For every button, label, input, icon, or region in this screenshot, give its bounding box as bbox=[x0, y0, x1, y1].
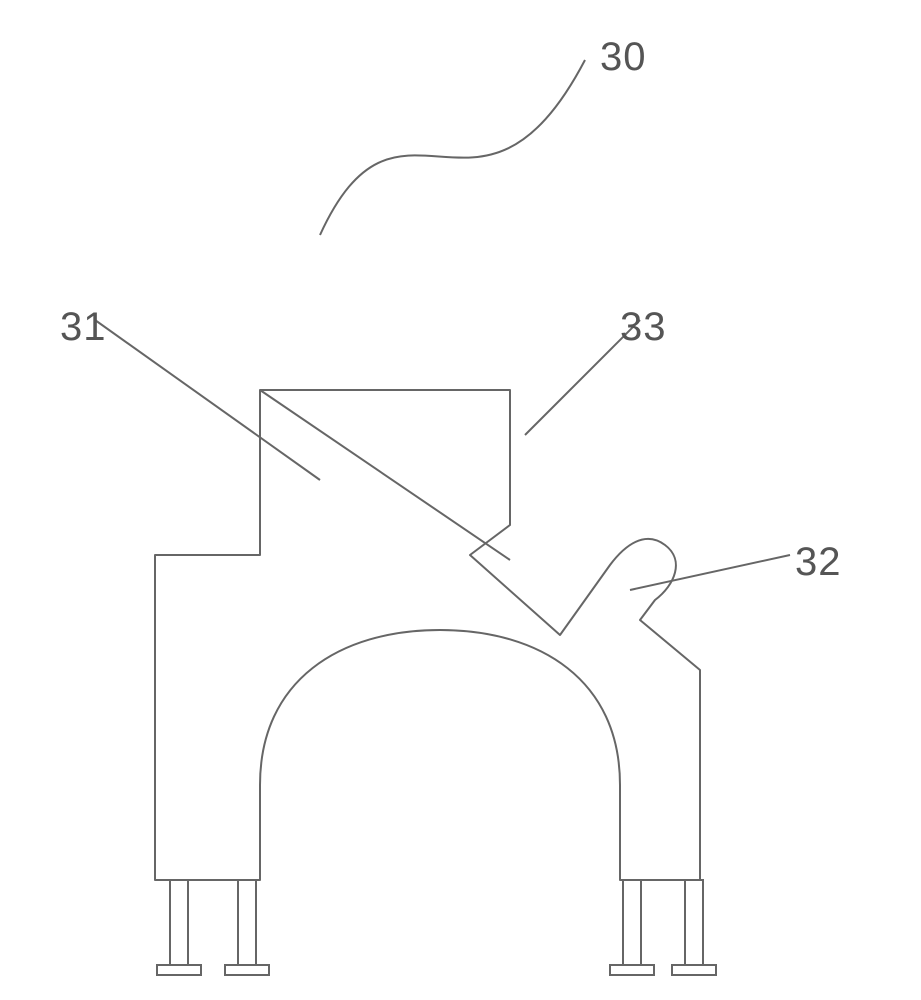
body-outline bbox=[155, 390, 700, 880]
foot-2 bbox=[610, 965, 654, 975]
foot-1 bbox=[225, 965, 269, 975]
leg-3 bbox=[685, 880, 703, 965]
label-32: 32 bbox=[795, 540, 842, 585]
funnel-diagonal bbox=[260, 390, 510, 560]
leg-0 bbox=[170, 880, 188, 965]
foot-0 bbox=[157, 965, 201, 975]
label-31: 31 bbox=[60, 305, 107, 350]
leg-1 bbox=[238, 880, 256, 965]
label-33: 33 bbox=[620, 305, 667, 350]
leader-spout bbox=[630, 555, 790, 590]
foot-3 bbox=[672, 965, 716, 975]
leg-2 bbox=[623, 880, 641, 965]
diagram-svg bbox=[0, 0, 921, 1000]
leader-left bbox=[95, 320, 320, 480]
label-30: 30 bbox=[600, 35, 647, 80]
leader-30 bbox=[320, 60, 585, 235]
